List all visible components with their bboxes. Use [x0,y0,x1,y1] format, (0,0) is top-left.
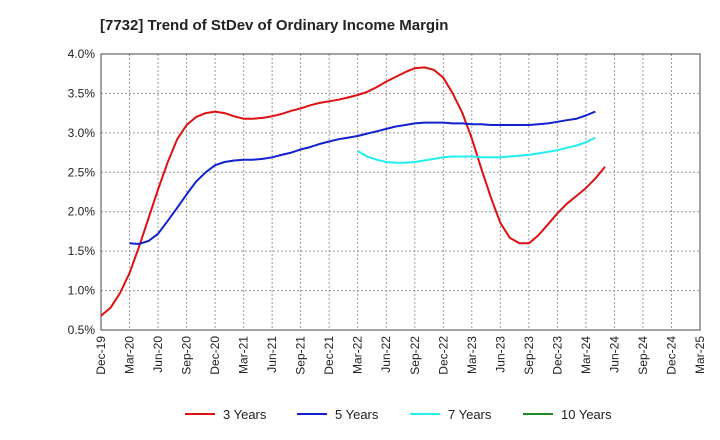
legend-label-5-years: 5 Years [335,407,379,422]
y-tick-label: 0.5% [68,323,96,337]
series-line-3-years [100,66,606,317]
y-tick-label: 2.5% [68,165,96,179]
x-tick-label: Dec-19 [94,336,108,375]
x-tick-label: Mar-22 [351,336,365,374]
x-tick-label: Sep-24 [636,336,650,375]
x-tick-label: Mar-21 [237,336,251,374]
legend: 3 Years 5 Years 7 Years 10 Years [185,407,612,422]
x-tick-label: Mar-23 [465,336,479,374]
x-tick-label: Jun-24 [607,336,621,373]
x-tick-label: Jun-22 [379,336,393,373]
x-tick-label: Dec-24 [664,336,678,375]
x-tick-label: Dec-20 [208,336,222,375]
x-tick-label: Sep-20 [180,336,194,375]
chart-title: [7732] Trend of StDev of Ordinary Income… [100,17,448,34]
series-layer [100,66,606,317]
legend-label-7-years: 7 Years [448,407,492,422]
y-tick-label: 3.0% [68,126,96,140]
legend-label-3-years: 3 Years [223,407,267,422]
series-line-5-years [129,110,596,245]
x-tick-label: Jun-23 [493,336,507,373]
x-tick-label: Mar-20 [123,336,137,374]
y-tick-label: 1.0% [68,284,96,298]
y-tick-label: 1.5% [68,244,96,258]
grid [100,53,701,331]
y-tick-label: 3.5% [68,86,96,100]
x-tick-label: Sep-21 [294,336,308,375]
y-axis: 0.5% 1.0% 1.5% 2.0% 2.5% 3.0% 3.5% 4.0% [68,47,96,337]
x-tick-label: Dec-21 [322,336,336,375]
series-line-7-years [357,136,596,164]
legend-label-10-years: 10 Years [561,407,612,422]
y-tick-label: 2.0% [68,205,96,219]
x-axis: Dec-19 Mar-20 Jun-20 Sep-20 Dec-20 Mar-21 Jun-… [94,336,707,375]
x-tick-label: Sep-23 [522,336,536,375]
x-tick-label: Sep-22 [408,336,422,375]
x-tick-label: Mar-24 [579,336,593,374]
x-tick-label: Dec-22 [436,336,450,375]
x-tick-label: Dec-23 [550,336,564,375]
x-tick-label: Jun-20 [151,336,165,373]
y-tick-label: 4.0% [68,47,96,61]
x-tick-label: Jun-21 [265,336,279,373]
plot-frame [100,53,701,331]
x-tick-label: Mar-25 [693,336,707,374]
